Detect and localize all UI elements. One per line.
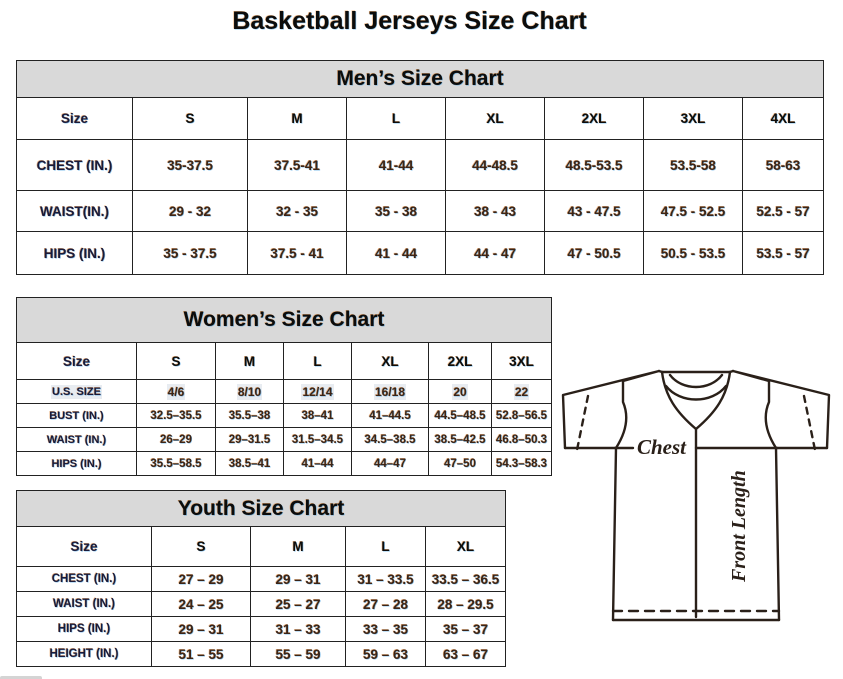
svg-text:Front Length: Front Length xyxy=(728,470,750,583)
